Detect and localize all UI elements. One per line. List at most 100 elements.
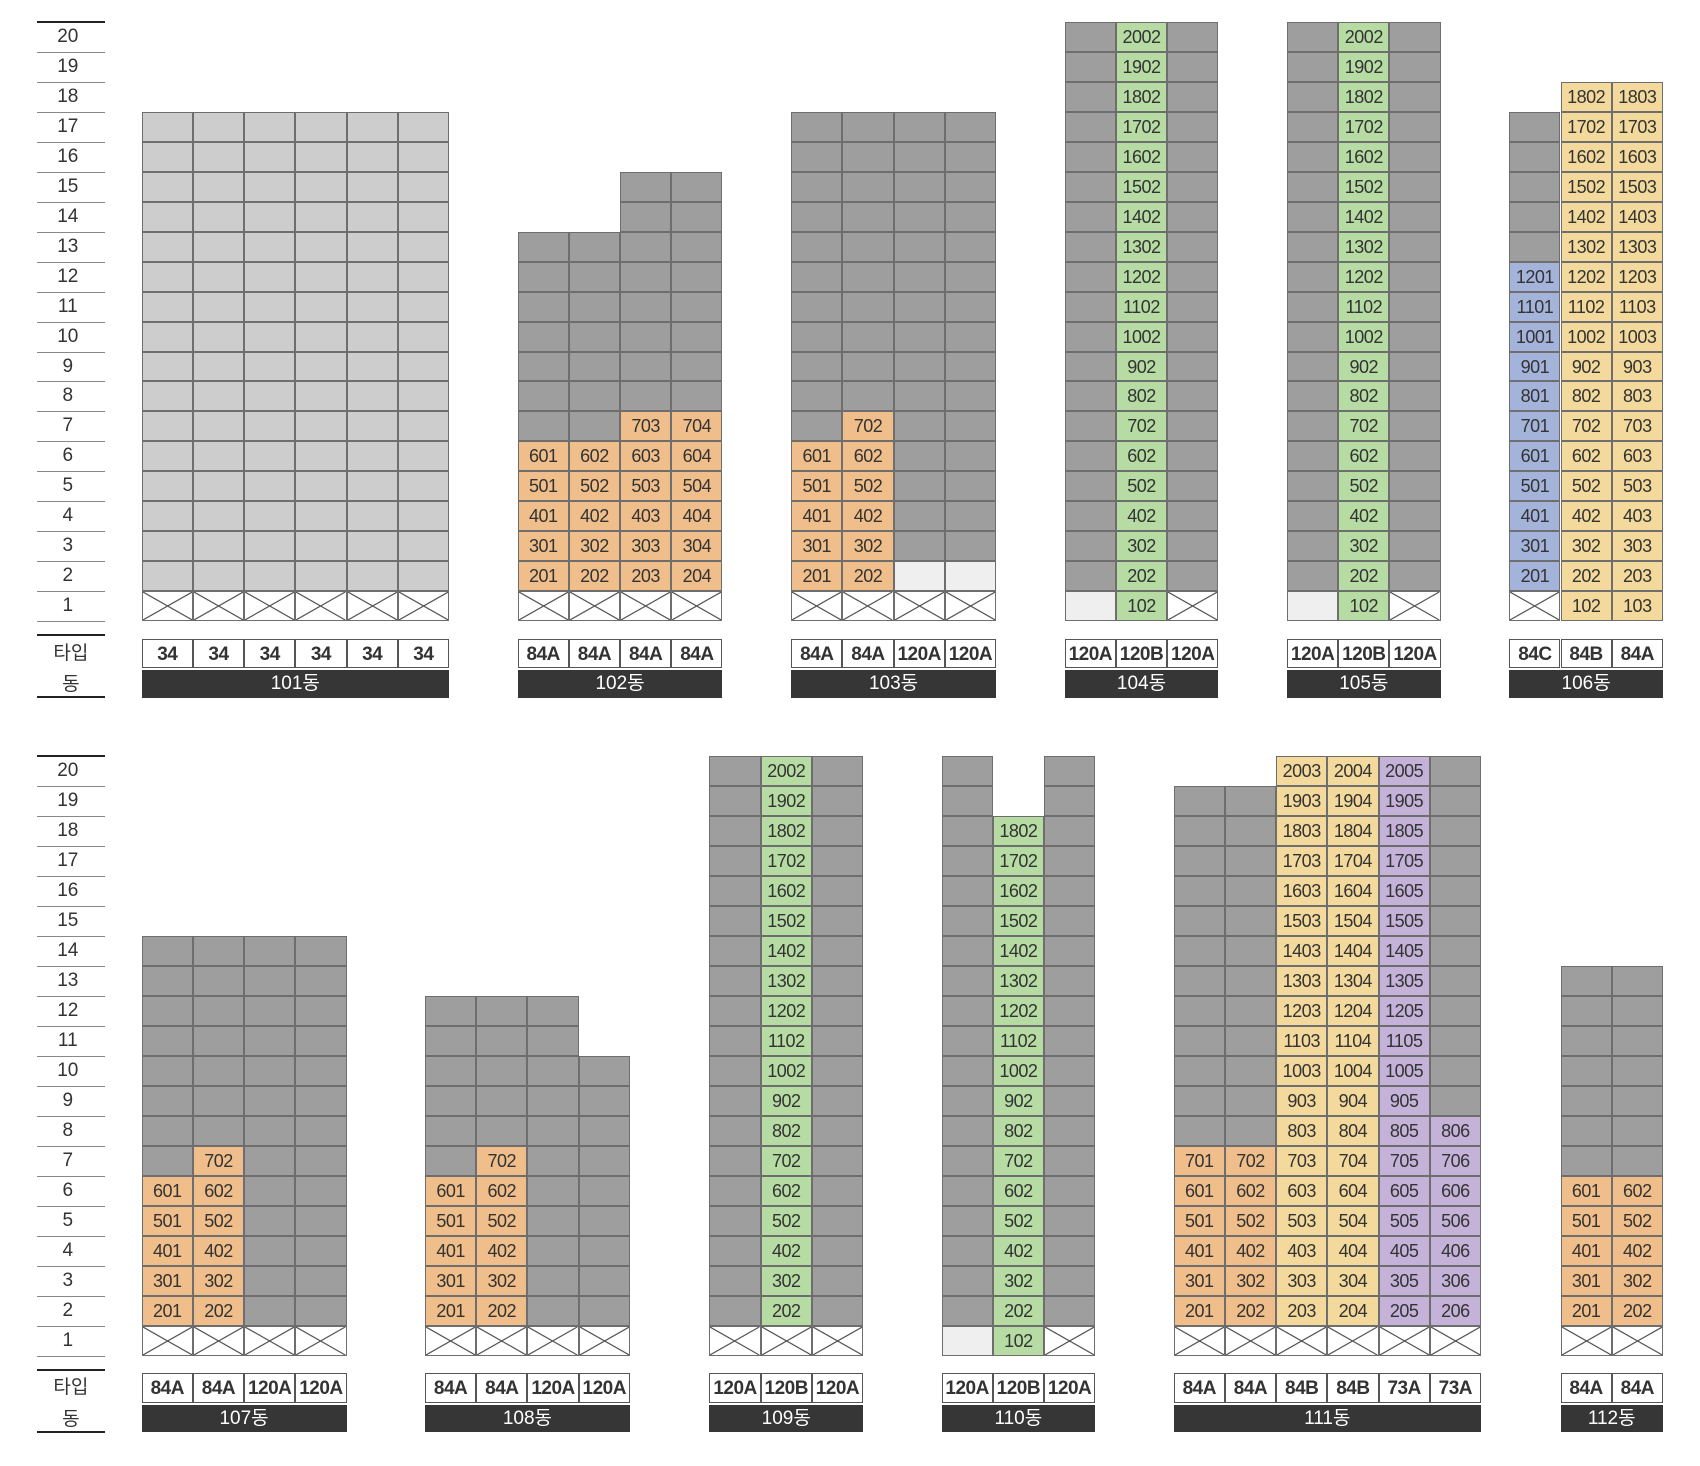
unit-number: 604 bbox=[1338, 1181, 1368, 1202]
unit-block bbox=[941, 1026, 993, 1057]
building-name-label: 102동 bbox=[517, 670, 723, 698]
unit-block bbox=[346, 471, 398, 502]
unit-block bbox=[295, 1265, 347, 1296]
unit-cell: 602 bbox=[476, 1176, 528, 1207]
unit-cell: 1302 bbox=[1115, 231, 1168, 262]
unit-cell: 1305 bbox=[1378, 966, 1430, 997]
unit-cell: 904 bbox=[1327, 1086, 1379, 1117]
unit-block bbox=[397, 501, 449, 532]
unit-number: 102 bbox=[1571, 596, 1601, 617]
unit-block bbox=[1389, 141, 1441, 172]
unit-cell: 403 bbox=[620, 501, 672, 532]
unit-block bbox=[1173, 1116, 1225, 1147]
unit-number: 805 bbox=[1389, 1121, 1419, 1142]
unit-cell: 1003 bbox=[1611, 321, 1663, 352]
unit-cell: 705 bbox=[1378, 1146, 1430, 1177]
floor-label: 20 bbox=[57, 25, 79, 47]
unit-number: 602 bbox=[771, 1181, 801, 1202]
unit-block bbox=[791, 381, 843, 412]
unit-block bbox=[397, 381, 449, 412]
unit-block bbox=[1286, 531, 1339, 562]
unit-block bbox=[1286, 501, 1339, 532]
unit-number: 203 bbox=[631, 566, 660, 587]
unit-number: 1403 bbox=[1282, 941, 1322, 962]
unit-number: 1802 bbox=[1122, 86, 1161, 107]
unit-cell: 2003 bbox=[1276, 756, 1328, 787]
pilotis-cell bbox=[568, 591, 621, 622]
unit-block bbox=[425, 1056, 477, 1087]
unit-block bbox=[893, 381, 945, 412]
unit-number: 506 bbox=[1441, 1211, 1470, 1232]
unit-block bbox=[1389, 321, 1441, 352]
unit-number: 602 bbox=[1623, 1181, 1652, 1202]
unit-number: 802 bbox=[1349, 386, 1379, 407]
axis-top-rule bbox=[37, 755, 105, 758]
unit-number: 1103 bbox=[1283, 1031, 1321, 1052]
unit-cell: 202 bbox=[842, 561, 894, 592]
unit-cell: 402 bbox=[476, 1236, 528, 1266]
pilotis-cell bbox=[842, 591, 894, 622]
unit-cell: 1702 bbox=[760, 846, 812, 877]
unit-number: 1002 bbox=[999, 1061, 1038, 1082]
unit-number: 1703 bbox=[1282, 851, 1322, 872]
unit-block bbox=[192, 171, 245, 202]
unit-block bbox=[295, 1146, 347, 1177]
unit-number: 402 bbox=[1349, 506, 1379, 527]
unit-cell: 401 bbox=[1173, 1236, 1225, 1266]
unit-number: 406 bbox=[1441, 1241, 1470, 1262]
unit-cell: 1602 bbox=[992, 876, 1044, 907]
unit-cell: 1902 bbox=[760, 786, 812, 817]
unit-block bbox=[709, 1295, 761, 1326]
unit-block bbox=[425, 1116, 477, 1147]
unit-block bbox=[791, 351, 843, 382]
unit-cell: 502 bbox=[1115, 471, 1168, 502]
unit-number: 1402 bbox=[767, 941, 806, 962]
unit-number: 501 bbox=[1184, 1211, 1214, 1232]
unit-block bbox=[941, 936, 993, 967]
unit-cell: 1804 bbox=[1327, 816, 1379, 847]
unit-block bbox=[1224, 876, 1277, 907]
pilotis-cell bbox=[1560, 1325, 1612, 1356]
floor-tick bbox=[37, 351, 105, 353]
unit-number: 302 bbox=[1349, 536, 1379, 557]
pilotis-cell bbox=[517, 591, 569, 622]
unit-block bbox=[1167, 351, 1219, 382]
unit-number: 1403 bbox=[1618, 206, 1657, 227]
unit-cell: 301 bbox=[1560, 1265, 1612, 1296]
pilotis-cross-icon bbox=[142, 592, 192, 621]
unit-cell: 1502 bbox=[992, 906, 1044, 937]
unit-number: 202 bbox=[1623, 1300, 1652, 1321]
unit-block bbox=[709, 1086, 761, 1117]
pilotis-cross-icon bbox=[1225, 1326, 1276, 1355]
floor-label: 10 bbox=[57, 1060, 79, 1082]
unit-block bbox=[1064, 51, 1116, 82]
unit-number: 403 bbox=[1287, 1241, 1316, 1262]
pilotis-cross-icon bbox=[518, 592, 568, 621]
unit-block bbox=[1286, 81, 1339, 112]
floor-label: 15 bbox=[57, 175, 79, 197]
floor-tick bbox=[37, 291, 105, 293]
unit-type-cell: 34 bbox=[346, 638, 398, 669]
unit-cell: 102 bbox=[992, 1325, 1044, 1356]
unit-cell: 405 bbox=[1378, 1236, 1430, 1266]
unit-cell: 902 bbox=[760, 1086, 812, 1117]
pilotis-cell bbox=[295, 591, 347, 622]
unit-cell: 401 bbox=[141, 1236, 193, 1266]
floor-tick bbox=[37, 1086, 105, 1088]
unit-cell: 206 bbox=[1429, 1295, 1481, 1326]
unit-block bbox=[842, 261, 894, 292]
unit-cell: 806 bbox=[1429, 1116, 1481, 1147]
unit-cell: 1702 bbox=[992, 846, 1044, 877]
unit-block bbox=[1389, 81, 1441, 112]
pilotis-cell bbox=[671, 591, 723, 622]
unit-block bbox=[141, 201, 193, 232]
unit-block bbox=[620, 171, 672, 202]
unit-block bbox=[893, 531, 945, 562]
unit-block bbox=[893, 471, 945, 502]
pilotis-cross-icon bbox=[812, 1326, 863, 1355]
unit-number: 301 bbox=[436, 1270, 465, 1291]
unit-block bbox=[709, 1176, 761, 1207]
unit-number: 302 bbox=[771, 1270, 801, 1291]
unit-block bbox=[1173, 846, 1225, 877]
unit-block bbox=[1167, 531, 1219, 562]
